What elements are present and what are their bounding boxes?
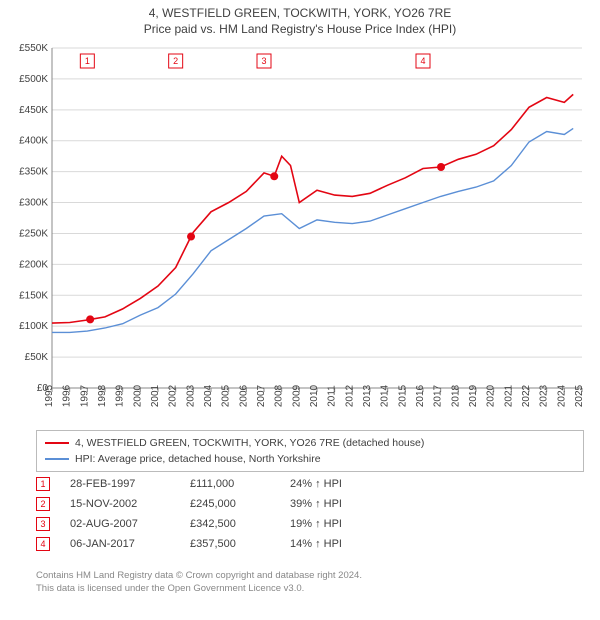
tx-pct: 24% ↑ HPI <box>290 478 380 490</box>
svg-text:2015: 2015 <box>397 384 408 407</box>
legend-swatch <box>45 442 69 444</box>
tx-pct: 19% ↑ HPI <box>290 518 380 530</box>
svg-text:2012: 2012 <box>344 384 355 407</box>
tx-date: 15-NOV-2002 <box>70 498 170 510</box>
svg-text:1998: 1998 <box>97 384 108 407</box>
legend-label: 4, WESTFIELD GREEN, TOCKWITH, YORK, YO26… <box>75 437 424 449</box>
svg-text:2001: 2001 <box>150 384 161 407</box>
svg-text:2024: 2024 <box>556 384 567 407</box>
legend: 4, WESTFIELD GREEN, TOCKWITH, YORK, YO26… <box>36 430 584 472</box>
tx-pct: 14% ↑ HPI <box>290 538 380 550</box>
svg-text:2016: 2016 <box>415 384 426 407</box>
svg-text:2014: 2014 <box>380 384 391 407</box>
svg-text:£150K: £150K <box>19 290 48 301</box>
svg-text:2019: 2019 <box>468 384 479 407</box>
svg-text:2002: 2002 <box>168 384 179 407</box>
svg-text:2018: 2018 <box>450 384 461 407</box>
tx-price: £245,000 <box>190 498 270 510</box>
svg-text:£550K: £550K <box>19 44 48 54</box>
svg-text:2017: 2017 <box>433 384 444 407</box>
svg-text:£450K: £450K <box>19 105 48 116</box>
svg-text:£350K: £350K <box>19 167 48 178</box>
legend-item: 4, WESTFIELD GREEN, TOCKWITH, YORK, YO26… <box>45 435 575 451</box>
svg-text:2020: 2020 <box>486 384 497 407</box>
legend-swatch <box>45 458 69 460</box>
svg-text:1996: 1996 <box>62 384 73 407</box>
title-line-2: Price paid vs. HM Land Registry's House … <box>0 22 600 36</box>
tx-date: 06-JAN-2017 <box>70 538 170 550</box>
chart-title-block: 4, WESTFIELD GREEN, TOCKWITH, YORK, YO26… <box>0 0 600 36</box>
svg-text:2010: 2010 <box>309 384 320 407</box>
svg-text:1995: 1995 <box>44 384 55 407</box>
svg-text:2004: 2004 <box>203 384 214 407</box>
marker-badge: 2 <box>36 497 50 511</box>
svg-text:2007: 2007 <box>256 384 267 407</box>
svg-text:1997: 1997 <box>79 384 90 407</box>
title-line-1: 4, WESTFIELD GREEN, TOCKWITH, YORK, YO26… <box>0 6 600 20</box>
svg-text:2003: 2003 <box>185 384 196 407</box>
legend-item: HPI: Average price, detached house, Nort… <box>45 451 575 467</box>
svg-text:£200K: £200K <box>19 259 48 270</box>
tx-pct: 39% ↑ HPI <box>290 498 380 510</box>
table-row: 1 28-FEB-1997 £111,000 24% ↑ HPI <box>36 474 584 494</box>
svg-text:2022: 2022 <box>521 384 532 407</box>
tx-price: £342,500 <box>190 518 270 530</box>
svg-text:2021: 2021 <box>503 384 514 407</box>
svg-text:2025: 2025 <box>574 384 585 407</box>
tx-date: 02-AUG-2007 <box>70 518 170 530</box>
table-row: 2 15-NOV-2002 £245,000 39% ↑ HPI <box>36 494 584 514</box>
svg-text:2005: 2005 <box>221 384 232 407</box>
svg-text:2006: 2006 <box>238 384 249 407</box>
svg-text:2: 2 <box>173 56 178 66</box>
chart-area: £0£50K£100K£150K£200K£250K£300K£350K£400… <box>10 44 590 424</box>
legend-label: HPI: Average price, detached house, Nort… <box>75 453 321 465</box>
footer-line-2: This data is licensed under the Open Gov… <box>36 583 584 596</box>
svg-text:£300K: £300K <box>19 198 48 209</box>
tx-price: £111,000 <box>190 478 270 490</box>
svg-text:4: 4 <box>420 56 425 66</box>
transaction-table: 1 28-FEB-1997 £111,000 24% ↑ HPI 2 15-NO… <box>36 474 584 554</box>
svg-text:£400K: £400K <box>19 136 48 147</box>
svg-text:2000: 2000 <box>132 384 143 407</box>
chart-svg: £0£50K£100K£150K£200K£250K£300K£350K£400… <box>10 44 590 424</box>
svg-text:2011: 2011 <box>327 385 338 407</box>
svg-text:2023: 2023 <box>539 384 550 407</box>
footer-line-1: Contains HM Land Registry data © Crown c… <box>36 570 584 583</box>
table-row: 3 02-AUG-2007 £342,500 19% ↑ HPI <box>36 514 584 534</box>
svg-text:£500K: £500K <box>19 74 48 85</box>
footer-attribution: Contains HM Land Registry data © Crown c… <box>36 570 584 596</box>
marker-badge: 3 <box>36 517 50 531</box>
svg-text:£50K: £50K <box>25 352 49 363</box>
svg-text:3: 3 <box>261 56 266 66</box>
marker-badge: 1 <box>36 477 50 491</box>
svg-text:2008: 2008 <box>274 384 285 407</box>
svg-text:1999: 1999 <box>115 384 126 407</box>
svg-text:£100K: £100K <box>19 321 48 332</box>
marker-badge: 4 <box>36 537 50 551</box>
svg-text:£250K: £250K <box>19 228 48 239</box>
svg-text:2013: 2013 <box>362 384 373 407</box>
table-row: 4 06-JAN-2017 £357,500 14% ↑ HPI <box>36 534 584 554</box>
tx-date: 28-FEB-1997 <box>70 478 170 490</box>
svg-text:2009: 2009 <box>291 384 302 407</box>
tx-price: £357,500 <box>190 538 270 550</box>
svg-text:1: 1 <box>85 56 90 66</box>
